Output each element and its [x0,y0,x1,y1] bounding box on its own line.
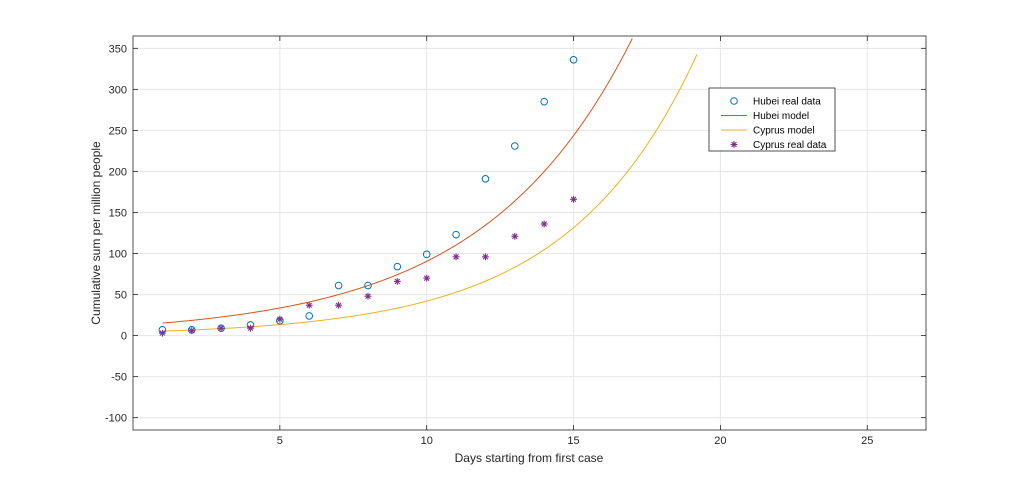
data-point [511,142,519,150]
legend-swatch [730,141,738,148]
x-axis-label: Days starting from first case [455,451,604,465]
data-point [569,56,578,64]
legend-label: Cyprus real data [753,140,827,151]
data-point [570,195,577,203]
data-point [511,232,519,240]
legend: Hubei real data Hubei model Cyprus model Cy… [708,87,836,152]
plot-border [132,35,927,431]
data-point [393,262,402,271]
legend-item: Hubei real data [730,97,821,108]
y-ticks: -100 -50 0 50 100 150 200 250 300 350 [105,43,926,425]
data-point [423,274,431,282]
data-point [217,324,225,332]
y-tick-label: 300 [109,84,127,96]
grid [133,36,926,430]
series-markers [158,56,578,337]
data-point [188,327,196,335]
legend-label: Hubei model [753,111,809,122]
legend-item: Cyprus model [721,126,815,137]
data-point [305,301,313,309]
y-tick-label: 100 [109,249,127,261]
x-tick-label: 5 [277,435,283,447]
x-tick-label: 10 [421,435,433,447]
data-point [540,220,548,228]
y-tick-label: 0 [121,331,127,343]
data-point [334,281,343,290]
y-axis-label: Cumulative sum per million people [89,141,103,325]
data-point [481,175,490,183]
data-point [482,253,489,261]
y-tick-label: 50 [115,290,127,302]
legend-item: Hubei model [721,111,809,122]
legend-swatch [730,97,738,105]
data-point [540,97,548,106]
y-tick-label: 150 [109,207,127,219]
data-point [364,292,372,300]
legend-label: Cyprus model [753,126,815,137]
y-tick-label: 350 [109,43,127,55]
data-point [422,250,431,259]
y-tick-label: -50 [111,372,127,384]
data-point [305,312,314,320]
x-tick-label: 25 [861,435,873,447]
legend-label: Hubei real data [753,97,821,108]
y-tick-label: 200 [109,166,127,178]
x-ticks: 5 10 15 20 25 [277,36,873,447]
y-tick-label: 250 [109,125,127,137]
data-point [335,301,342,309]
x-tick-label: 20 [714,435,726,447]
y-tick-label: -100 [105,413,127,425]
data-point [247,324,254,332]
data-point [276,315,284,323]
legend-box [708,87,836,152]
x-tick-label: 15 [567,435,579,447]
data-point [452,230,460,239]
series-line-1 [162,38,633,324]
legend-item: Cyprus real data [730,140,827,151]
data-point [393,278,401,285]
data-point [452,253,460,261]
data-point [364,281,372,290]
data-point [158,329,166,337]
